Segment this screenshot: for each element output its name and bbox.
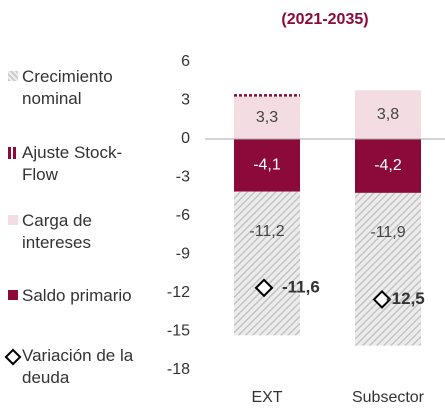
y-tick-label: 3	[181, 92, 190, 109]
legend-label: Crecimiento nominal	[22, 67, 113, 108]
legend-item: Saldo primario	[4, 285, 144, 307]
legend-swatch	[4, 285, 22, 307]
legend-label: Carga de intereses	[22, 211, 92, 252]
y-tick-label: -18	[167, 361, 190, 378]
diamond-marker	[372, 290, 392, 309]
y-tick-label: 0	[181, 130, 190, 147]
y-tick-label: -15	[167, 323, 190, 340]
y-tick-label: 6	[181, 53, 190, 70]
legend-item: Ajuste Stock-Flow	[4, 142, 144, 186]
legend-item: Variación de la deuda	[4, 345, 144, 389]
diamond-marker	[254, 278, 274, 298]
bar-segment	[355, 192, 421, 346]
legend-swatch	[4, 210, 22, 254]
bar-segment	[355, 90, 421, 139]
legend-item: Crecimiento nominal	[4, 66, 144, 110]
legend-swatch	[4, 142, 22, 186]
data-label: -11,9	[370, 224, 405, 241]
diamond-label: -12,5	[386, 289, 425, 308]
legend-label: Saldo primario	[22, 286, 132, 305]
bar-segment	[234, 139, 300, 192]
bar-segment	[355, 139, 421, 193]
diamond-label: -11,6	[282, 277, 320, 296]
legend-label: Variación de la deuda	[22, 346, 134, 387]
legend-swatch	[4, 345, 22, 389]
legend-label: Ajuste Stock-Flow	[22, 143, 123, 184]
data-label: 3,8	[377, 106, 399, 123]
data-label: -11,2	[249, 223, 284, 240]
y-tick-label: -12	[167, 284, 190, 301]
y-tick-label: -9	[176, 246, 190, 263]
data-label: -4,2	[374, 157, 402, 174]
legend-swatch	[4, 66, 22, 110]
bar-segment	[234, 191, 300, 336]
x-tick-label: Subsector	[352, 389, 425, 406]
data-label: 3,3	[256, 109, 278, 126]
y-tick-label: -3	[176, 169, 190, 186]
legend-item: Carga de intereses	[4, 210, 144, 254]
chart-title: (2021-2035)	[281, 11, 368, 28]
bar-segment	[234, 96, 300, 139]
y-tick-label: -6	[176, 207, 190, 224]
data-label: -4,1	[253, 157, 281, 174]
x-tick-label: EXT	[251, 389, 282, 406]
